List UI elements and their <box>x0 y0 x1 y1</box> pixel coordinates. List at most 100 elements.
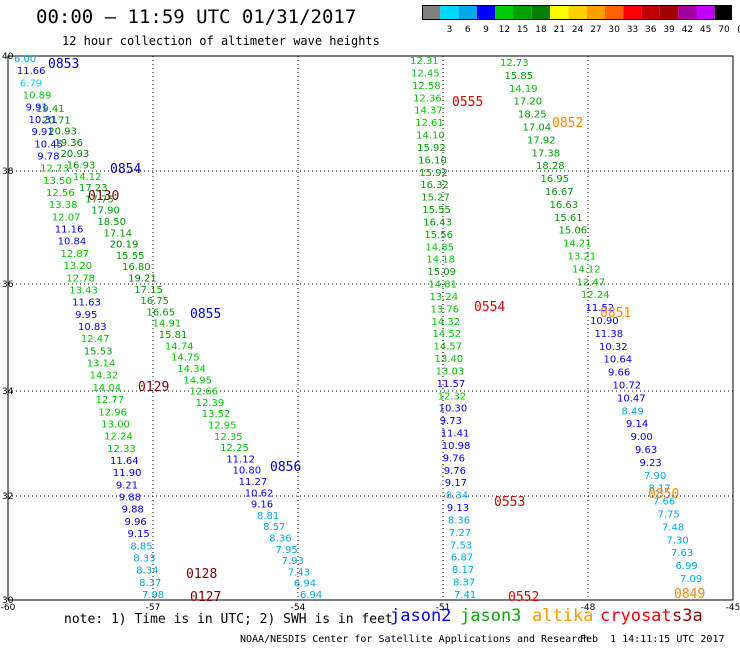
wave-height-value: 15.92 <box>417 143 446 154</box>
legend-tick-label: 12 <box>499 25 510 35</box>
wave-height-value: 9.21 <box>116 480 138 491</box>
wave-height-value: 9.78 <box>37 151 59 162</box>
map-subtitle: 12 hour collection of altimeter wave hei… <box>62 34 380 48</box>
wave-height-value: 6.99 <box>676 561 698 572</box>
wave-height-value: 16.75 <box>140 296 169 307</box>
wave-height-value: 14.81 <box>428 280 457 291</box>
wave-height-value: 12.47 <box>81 334 110 345</box>
pass-time-label: 0855 <box>190 307 221 322</box>
wave-height-value: 8.36 <box>269 533 291 544</box>
wave-height-value: 15.55 <box>422 205 451 216</box>
wave-height-value: 15.55 <box>116 251 145 262</box>
wave-height-value: 8.34 <box>446 491 468 502</box>
wave-height-value: 10.31 <box>29 115 58 126</box>
wave-height-value: 13.40 <box>435 354 464 365</box>
wave-height-value: 14.52 <box>433 329 462 340</box>
wave-height-value: 20.71 <box>42 115 71 126</box>
wave-height-value: 10.72 <box>613 381 642 392</box>
latitude-label: 38 <box>2 167 14 177</box>
wave-height-value: 15.81 <box>159 330 188 341</box>
legend-tick-label: 70 <box>718 25 730 35</box>
legend-tick-label: 24 <box>572 25 584 35</box>
pass-time-label: 0849 <box>674 587 705 602</box>
pass-time-label: 0130 <box>88 189 119 204</box>
wave-height-value: 12.96 <box>98 407 127 418</box>
wave-height-value: 8.81 <box>257 511 279 522</box>
wave-height-value: 20.93 <box>48 127 77 138</box>
wave-height-value: 19.21 <box>128 274 157 285</box>
wave-height-value: 17.23 <box>79 183 108 194</box>
wave-height-value: 14.32 <box>431 317 460 328</box>
wave-height-value: 7.43 <box>288 567 310 578</box>
wave-height-value: 14.32 <box>90 371 119 382</box>
wave-height-value: 17.14 <box>104 228 133 239</box>
wave-height-value: 14.21 <box>563 239 592 250</box>
legend-swatch <box>641 5 660 20</box>
pass-time-label: 0553 <box>494 495 525 510</box>
legend-tick-label: 27 <box>590 25 601 35</box>
legend-swatch <box>678 5 697 20</box>
wave-height-value: 7.75 <box>658 510 680 521</box>
wave-height-value: 12.45 <box>411 68 440 79</box>
satellite-label-jason3: jason3 <box>460 606 522 626</box>
wave-height-value: 16.10 <box>418 155 447 166</box>
wave-height-value: 7.93 <box>282 556 304 567</box>
wave-height-value: 13.50 <box>43 176 72 187</box>
wave-height-value: 7.90 <box>644 471 666 482</box>
satellite-label-altika: altika <box>532 606 594 626</box>
wave-height-value: 20.93 <box>61 149 90 160</box>
wave-height-value: 10.84 <box>58 237 87 248</box>
wave-height-value: 10.89 <box>23 91 52 102</box>
wave-height-value: 8.57 <box>263 522 285 533</box>
wave-height-value: 9.91 <box>26 103 48 114</box>
wave-height-value: 13.24 <box>429 292 458 303</box>
map-frame <box>7 55 734 601</box>
wave-height-value: 15.06 <box>559 226 588 237</box>
pass-time-label: 0128 <box>186 567 217 582</box>
wave-height-value: 14.10 <box>416 131 445 142</box>
wave-height-value: 18.25 <box>518 110 547 121</box>
wave-height-value: 8.17 <box>649 484 671 495</box>
wave-height-value: 16.95 <box>541 174 570 185</box>
wave-height-value: 10.80 <box>232 466 261 477</box>
wave-height-value: 17.15 <box>134 285 163 296</box>
legend-swatch <box>586 5 605 20</box>
wave-height-value: 7.27 <box>449 528 471 539</box>
longitude-label: -54 <box>291 603 306 613</box>
longitude-label: -57 <box>146 603 161 613</box>
wave-height-value: 12.47 <box>577 277 606 288</box>
wave-height-value: 14.34 <box>177 364 206 375</box>
wave-height-value: 17.75 <box>85 194 114 205</box>
wave-height-value: 8.17 <box>452 565 474 576</box>
satellite-label-s3a: s3a <box>672 606 703 626</box>
wave-height-value: 13.00 <box>101 419 130 430</box>
wave-height-value: 10.30 <box>439 404 468 415</box>
wave-height-value: 15.53 <box>84 346 113 357</box>
wave-height-value: 8.34 <box>136 566 158 577</box>
wave-height-value: 7.95 <box>275 545 297 556</box>
wave-height-value: 8.36 <box>448 515 470 526</box>
pass-time-label: 0552 <box>508 590 539 605</box>
wave-height-value: 12.95 <box>208 420 237 431</box>
legend-swatch <box>476 5 496 20</box>
wave-height-value: 9.76 <box>444 466 466 477</box>
wave-height-value: 10.90 <box>590 316 619 327</box>
wave-height-value: 9.17 <box>445 478 467 489</box>
wave-height-value: 15.61 <box>554 213 583 224</box>
pass-time-label: 0127 <box>190 590 221 605</box>
legend-swatch <box>605 5 624 20</box>
legend-tick-label: 21 <box>554 25 565 35</box>
wave-height-value: 12.77 <box>95 395 124 406</box>
wave-height-value: 14.57 <box>434 342 463 353</box>
legend-tick-label: 15 <box>517 25 528 35</box>
legend-swatch <box>422 5 441 20</box>
wave-height-value: 9.88 <box>122 505 144 516</box>
wave-height-value: 11.16 <box>55 225 84 236</box>
wave-height-value: 7.63 <box>671 548 693 559</box>
wave-height-value: 11.27 <box>239 477 268 488</box>
legend-tick-label: 39 <box>663 25 675 35</box>
wave-height-value: 8.33 <box>133 553 155 564</box>
wave-height-value: 15.56 <box>424 230 453 241</box>
latitude-label: 30 <box>2 596 14 606</box>
wave-height-value: 7.48 <box>662 522 684 533</box>
